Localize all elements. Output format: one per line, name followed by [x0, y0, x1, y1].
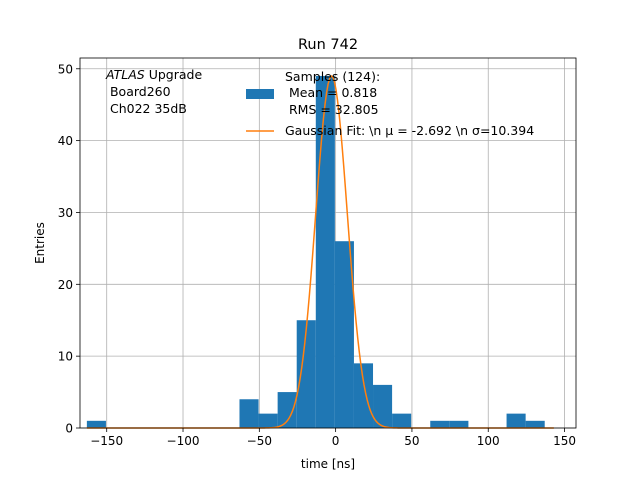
legend-samples-line1: Samples (124): — [285, 69, 380, 84]
annotation-upgrade: Upgrade — [145, 67, 203, 82]
histogram-bar — [296, 320, 316, 428]
plot-frame — [79, 57, 577, 429]
y-tick-label: 30 — [58, 206, 73, 220]
svg-text:ATLAS Upgrade: ATLAS Upgrade — [105, 67, 202, 82]
y-tick-label: 20 — [58, 278, 73, 292]
x-tick-label: −50 — [247, 434, 272, 448]
y-tick-label: 10 — [58, 350, 73, 364]
histogram-bar — [86, 420, 106, 428]
annotation-channel: Ch022 35dB — [106, 101, 187, 116]
annotation-italic: ATLAS — [105, 67, 145, 82]
x-tick-label: 50 — [404, 434, 419, 448]
histogram-bar — [506, 413, 526, 428]
legend-histogram-swatch — [246, 89, 274, 99]
histogram-bar — [525, 420, 545, 428]
x-axis-label: time [ns] — [301, 457, 355, 471]
histogram-bar — [315, 75, 335, 428]
y-axis-label: Entries — [33, 222, 47, 264]
x-tick-label: 150 — [553, 434, 576, 448]
chart-title: Run 742 — [298, 37, 358, 53]
x-axis-ticks: −150 −100 −50 0 50 100 150 — [90, 428, 576, 448]
legend-fit-label: Gaussian Fit: \n μ = -2.692 \n σ=10.394 — [285, 123, 534, 138]
y-tick-label: 50 — [58, 62, 73, 76]
histogram-bar — [239, 399, 259, 428]
histogram-bar — [277, 392, 297, 428]
histogram-bar — [373, 384, 393, 428]
x-tick-label: 0 — [332, 434, 340, 448]
histogram-bars — [86, 75, 545, 428]
y-tick-label: 40 — [58, 134, 73, 148]
y-axis-ticks: 0 10 20 30 40 50 — [58, 62, 80, 436]
histogram-bar — [430, 420, 450, 428]
histogram-bar — [353, 363, 374, 428]
histogram-bar — [449, 420, 469, 428]
histogram-bar — [392, 413, 412, 428]
histogram-bar — [258, 413, 278, 428]
legend-samples-line3: RMS = 32.805 — [285, 102, 379, 117]
x-tick-label: −150 — [90, 434, 123, 448]
y-tick-label: 0 — [65, 422, 73, 436]
legend: Samples (124): Mean = 0.818 RMS = 32.805… — [246, 69, 534, 138]
x-tick-label: −100 — [167, 434, 200, 448]
legend-samples-line2: Mean = 0.818 — [285, 85, 377, 100]
x-tick-label: 100 — [477, 434, 500, 448]
atlas-annotation: ATLAS Upgrade Board260 Ch022 35dB — [105, 67, 202, 116]
histogram-bar — [334, 241, 354, 428]
annotation-board: Board260 — [106, 84, 171, 99]
